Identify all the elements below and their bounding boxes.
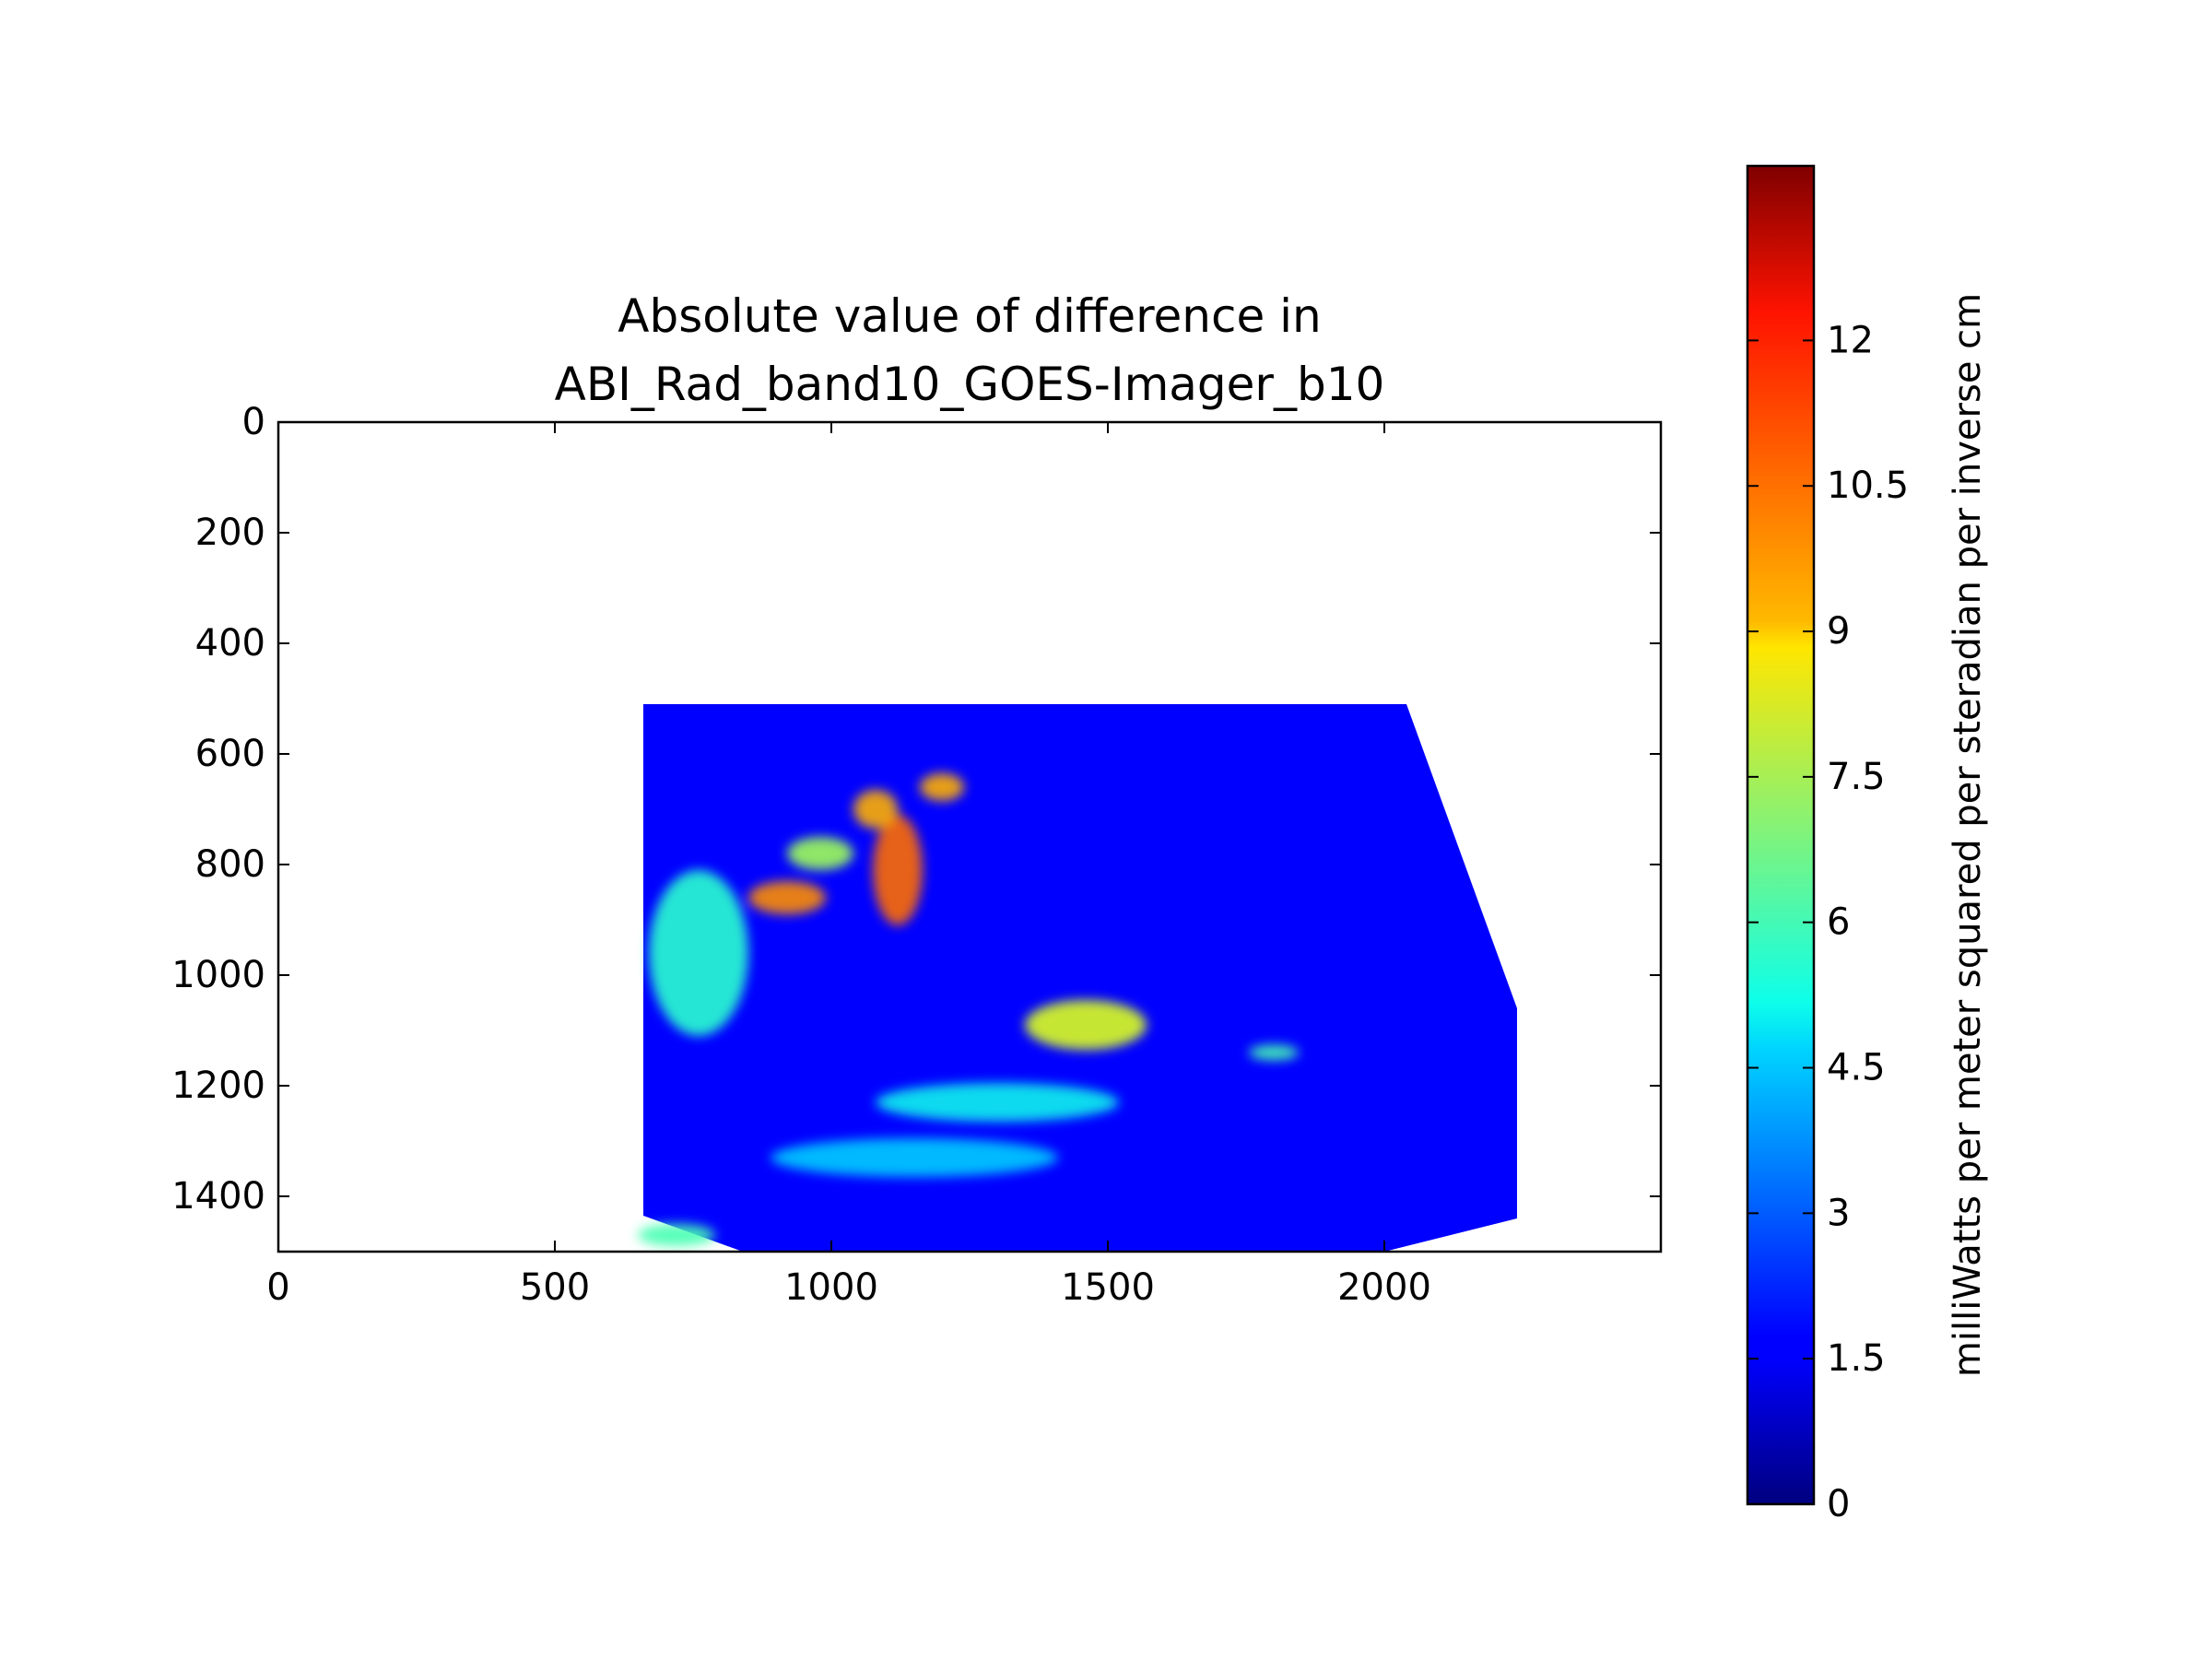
colorbar-tick-label: 0 (1827, 1483, 1850, 1525)
plot-frame (276, 420, 1663, 1253)
colorbar-tick-label: 9 (1827, 610, 1850, 653)
heatmap-feature (1025, 1000, 1147, 1050)
heatmap-features (638, 773, 1299, 1246)
x-tick-label: 500 (520, 1266, 590, 1309)
chart-title-line-2: ABI_Rad_band10_GOES-Imager_b10 (555, 358, 1385, 411)
plot-area: 0 500 1000 1500 2000 0 200 400 600 800 1000 1200 14… (171, 401, 1663, 1309)
colorbar-tick-label: 4.5 (1827, 1047, 1886, 1089)
y-tick-label: 600 (195, 733, 265, 775)
heatmap-feature (873, 815, 923, 925)
x-tick-label: 1000 (784, 1266, 878, 1309)
heatmap-feature (638, 1224, 715, 1246)
colorbar-gradient (1746, 164, 1816, 1506)
x-tick-label: 0 (266, 1266, 289, 1309)
y-tick-label: 0 (242, 401, 265, 443)
x-tick-label: 1500 (1061, 1266, 1155, 1309)
y-axis: 0 200 400 600 800 1000 1200 1400 (171, 401, 1661, 1218)
y-tick-label: 1200 (171, 1065, 265, 1107)
colorbar-tick-label: 6 (1827, 901, 1850, 944)
heatmap-feature (1249, 1044, 1299, 1061)
colorbar-tick-label: 7.5 (1827, 756, 1886, 798)
heatmap-feature (853, 790, 898, 829)
colorbar-tick-label: 10.5 (1827, 465, 1909, 507)
heatmap-feature (787, 837, 853, 870)
y-tick-label: 400 (195, 622, 265, 665)
heatmap-feature (748, 881, 826, 914)
heatmap-feature (771, 1138, 1058, 1177)
heatmap-image (638, 704, 1517, 1252)
colorbar-tick-label: 12 (1827, 319, 1874, 361)
y-tick-label: 1000 (171, 954, 265, 996)
heatmap-feature (920, 773, 964, 801)
x-axis: 0 500 1000 1500 2000 (266, 422, 1431, 1309)
colorbar-label: milliWatts per meter squared per steradi… (1947, 293, 1989, 1377)
y-tick-label: 1400 (171, 1175, 265, 1218)
colorbar-ticks: 0 1.5 3 4.5 6 7.5 9 10.5 12 (1747, 319, 1909, 1525)
heatmap-feature (876, 1083, 1119, 1122)
chart-title-line-1: Absolute value of difference in (618, 289, 1321, 343)
x-tick-label: 2000 (1337, 1266, 1431, 1309)
heatmap-feature (649, 870, 748, 1036)
data-region (643, 704, 1517, 1252)
colorbar: 0 1.5 3 4.5 6 7.5 9 10.5 12 milliWatts per meter… (1746, 164, 1989, 1525)
y-tick-label: 200 (195, 512, 265, 554)
colorbar-tick-label: 1.5 (1827, 1337, 1886, 1380)
colorbar-tick-label: 3 (1827, 1192, 1850, 1234)
y-tick-label: 800 (195, 843, 265, 886)
